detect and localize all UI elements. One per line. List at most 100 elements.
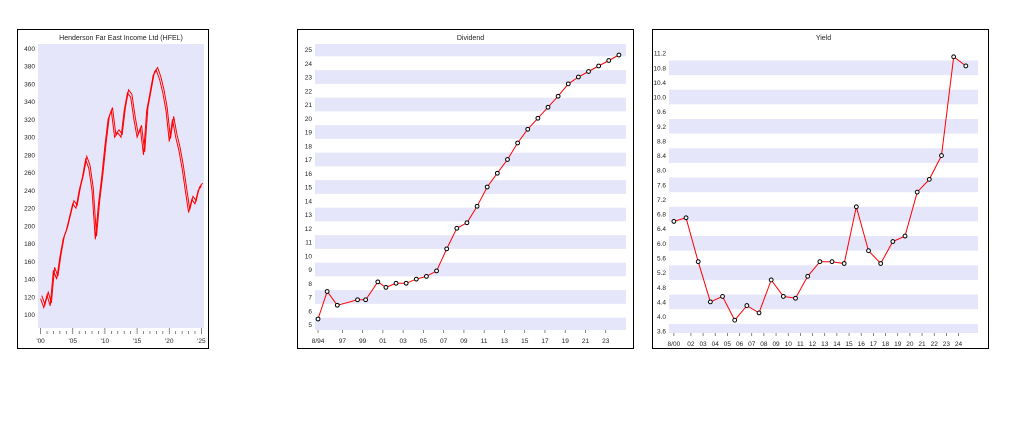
x-tick-label: 02 [687,341,695,348]
x-tick-label: '00 [36,338,45,345]
data-point [853,204,859,210]
data-point [515,140,521,146]
grid-band [669,294,978,310]
dividend-chart-panel: Dividend 5 6 7 8 9 10 11 12 13 14 15 16 17 18 19 20 21 22 2… [297,29,634,349]
series-line [40,69,202,310]
data-point [732,317,738,323]
data-point [616,52,622,58]
y-tick-label: 25 [305,47,313,54]
data-point [575,74,581,80]
y-tick-label: 7.2 [657,197,666,204]
y-tick-label: 5.2 [657,270,666,277]
data-point [454,225,460,231]
y-tick-label: 280 [24,152,35,159]
y-tick-label: 23 [305,75,313,82]
data-point [535,115,541,121]
data-point [413,276,419,282]
grid-band [669,265,978,280]
grid-band [315,180,626,194]
data-point [902,233,908,239]
data-point [586,69,591,74]
y-tick-label: 16 [305,171,313,178]
chart-title: Dividend [457,35,484,42]
x-tick-label: 06 [736,341,744,348]
data-point [878,261,884,266]
data-point [545,104,551,110]
x-tick-label: '10 [101,338,110,345]
x-tick-label: 8/94 [312,338,325,345]
x-tick-label: 08 [760,341,768,348]
price-chart-panel: Henderson Far East Income Ltd (HFEL) 100 1… [17,29,209,349]
y-tick-label: 9.2 [657,124,666,131]
y-tick-label: 6.8 [657,212,666,219]
x-tick-label: 05 [420,338,428,345]
x-tick-label: 14 [833,341,841,348]
grid-band [669,206,978,222]
y-tick-label: 10.8 [653,65,666,72]
y-tick-label: 12 [305,226,313,233]
y-tick-label: 3.6 [657,329,666,336]
y-tick-label: 21 [305,102,313,109]
data-point [829,259,835,265]
x-tick-label: 20 [906,341,914,348]
x-tick-label: 15 [845,341,853,348]
data-point [926,176,932,182]
x-tick-label: 24 [955,341,963,348]
y-tick-label: 11.2 [654,51,667,58]
data-point [565,81,571,87]
data-point [707,299,713,305]
y-tick-label: 4.4 [657,299,666,306]
data-point [474,203,480,209]
grid-band [315,70,626,84]
y-tick-label: 14 [305,198,313,205]
x-tick-label: 23 [943,341,951,348]
x-tick-label: 07 [440,338,448,345]
data-point [494,170,500,176]
y-tick-label: 10.0 [653,95,666,102]
x-tick-label: 07 [748,341,756,348]
grid-band [315,290,626,304]
data-point [375,279,381,285]
x-tick-label: 15 [521,338,529,345]
grid-band [669,89,978,105]
x-tick-label: 17 [541,338,549,345]
y-tick-label: 19 [305,130,313,137]
y-tick-label: 17 [305,157,313,164]
x-tick-label: 03 [400,338,408,345]
y-tick-label: 360 [24,81,35,88]
grid-band [315,125,626,139]
y-tick-label: 11 [305,240,312,247]
y-tick-label: 7 [308,295,312,302]
x-tick-label: '15 [133,338,142,345]
y-tick-label: 340 [24,99,35,106]
x-tick-label: 17 [870,341,878,348]
y-tick-label: 10 [305,253,313,260]
y-tick-label: 8.8 [657,138,666,145]
data-point [324,289,330,294]
y-tick-label: 24 [305,61,313,68]
x-tick-label: 05 [724,341,732,348]
plot-area [38,44,204,328]
y-tick-label: 8 [308,281,312,288]
data-point [720,294,725,299]
y-tick-label: 7.6 [657,182,666,189]
y-tick-label: 15 [305,185,313,192]
data-point [484,184,490,190]
x-tick-label: 16 [858,341,866,348]
grid-band [669,236,978,251]
grid-band [315,235,626,249]
grid-band [315,207,626,222]
x-tick-label: 21 [582,338,590,345]
dividend-chart: Dividend 5 6 7 8 9 10 11 12 13 14 15 16 17 18 19 20 21 22 2… [305,35,626,345]
data-point [334,302,340,308]
y-tick-label: 22 [305,88,313,95]
y-tick-label: 9.6 [657,109,666,116]
data-point [444,246,450,252]
data-point [695,259,701,265]
data-point [768,277,774,283]
y-tick-label: 240 [24,188,35,195]
x-tick-label: 99 [359,338,367,345]
data-point [890,239,896,244]
y-tick-label: 8.4 [657,153,666,160]
y-tick-label: 120 [24,294,35,301]
